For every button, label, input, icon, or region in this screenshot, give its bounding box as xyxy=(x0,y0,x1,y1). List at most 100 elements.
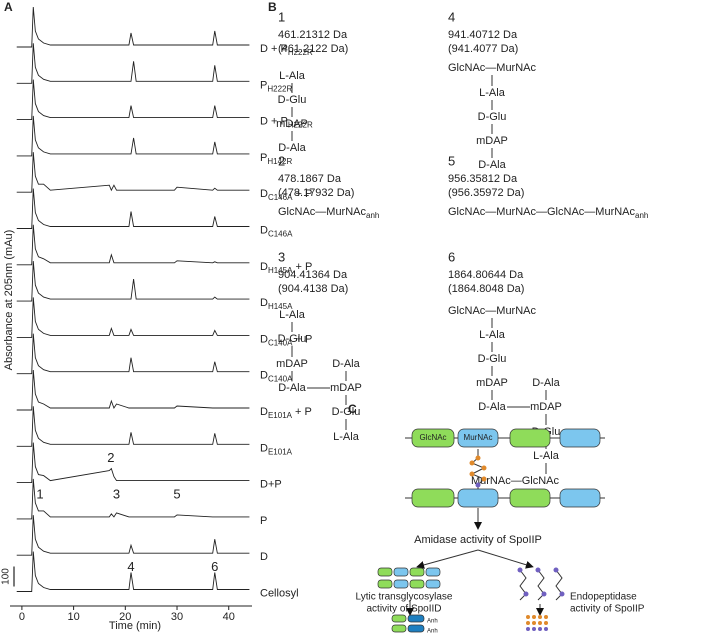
label-part: P xyxy=(260,79,267,91)
label-part: C140A xyxy=(268,375,293,384)
right-text: activity of SpoIIP xyxy=(570,604,645,615)
compound-number: 6 xyxy=(448,249,455,264)
label-part: C146A xyxy=(268,193,293,202)
label-part: C146A xyxy=(268,230,293,239)
label-part: P xyxy=(260,152,267,164)
label-part: H142R xyxy=(267,157,292,166)
label-part: + P xyxy=(292,261,312,273)
glcnac-box xyxy=(411,428,455,448)
compound-number: 2 xyxy=(278,153,285,168)
residue: MurNAc—GlcNAc xyxy=(471,475,560,487)
trace xyxy=(16,79,250,121)
residue: D-Glu xyxy=(478,353,507,365)
compound-theoretical-mass: (461.2122 Da) xyxy=(278,43,348,55)
trace xyxy=(16,442,250,484)
label-part: D xyxy=(260,224,268,236)
trace xyxy=(16,224,250,266)
left-text: Lytic transglycosylase xyxy=(356,592,453,603)
residue: mDAP xyxy=(476,377,508,389)
compound-mass: 1864.80644 Da xyxy=(448,269,524,281)
compound-theoretical-mass: (1864.8048 Da) xyxy=(448,283,524,295)
panel-c: C GlcNAc MurNAc Amidase activity of SpoI… xyxy=(348,402,645,634)
y-axis-label: Absorbance at 205nm (mAu) xyxy=(3,230,15,371)
x-tick-label: 10 xyxy=(67,611,79,623)
peak-label: 6 xyxy=(211,559,218,574)
murnac-box xyxy=(559,428,601,448)
label-part: D xyxy=(260,370,268,382)
residue: mDAP xyxy=(276,118,308,130)
label-part: H222R xyxy=(288,48,313,57)
trace-label: Cellosyl xyxy=(260,587,299,599)
compound-mass: 461.21312 Da xyxy=(278,29,348,41)
trace-label: DC146A xyxy=(260,224,293,238)
residue: L-Ala xyxy=(479,329,506,341)
trace-label: DC140A + P xyxy=(260,333,312,347)
label-part: D xyxy=(260,261,268,273)
trace-label: PH222R xyxy=(260,79,292,93)
x-tick-label: 0 xyxy=(19,611,25,623)
glcnac-box xyxy=(509,428,551,448)
panel-label: C xyxy=(348,402,357,416)
trace-label: P xyxy=(260,515,267,527)
amino-acids xyxy=(469,455,487,488)
residue: D-Ala xyxy=(278,142,306,154)
label-part: D + P xyxy=(260,116,288,128)
compound-number: 5 xyxy=(448,153,455,168)
subscript: anh xyxy=(635,211,648,220)
compound-mass: 478.1867 Da xyxy=(278,173,342,185)
residue: L-Ala xyxy=(333,431,360,443)
residue: D-Ala xyxy=(478,159,506,171)
residue: D-Glu xyxy=(278,94,307,106)
label-part: D xyxy=(260,297,268,309)
label-part: D xyxy=(260,188,268,200)
panel-label: A xyxy=(4,0,13,14)
compound-number: 4 xyxy=(448,9,455,24)
residue: D-Ala xyxy=(532,377,560,389)
label-part: H145A xyxy=(268,302,293,311)
compound-number: 3 xyxy=(278,249,285,264)
residue: mDAP xyxy=(330,382,362,394)
label-part: + P xyxy=(292,333,312,345)
trace xyxy=(16,333,250,375)
residue: D-Ala xyxy=(332,358,360,370)
label-part: D + P xyxy=(260,43,288,55)
scale-bar-label: 100 xyxy=(1,568,12,585)
trace-label: D+P xyxy=(260,479,282,491)
x-tick-label: 30 xyxy=(171,611,183,623)
compound-mass: 956.35812 Da xyxy=(448,173,518,185)
label-part: E101A xyxy=(268,411,293,420)
label-part: H145A xyxy=(268,266,293,275)
compound-theoretical-mass: (904.4138 Da) xyxy=(278,283,348,295)
box-label: GlcNAc xyxy=(419,433,446,442)
label-part: + P xyxy=(292,406,312,418)
label-part: + P xyxy=(292,188,312,200)
label-part: E101A xyxy=(268,447,293,456)
right-text: Endopeptidase xyxy=(570,592,637,603)
trace-label: PH142R xyxy=(260,152,292,166)
subscript: anh xyxy=(366,211,379,220)
label-part: Cellosyl xyxy=(260,587,299,599)
trace-label: DC140A xyxy=(260,370,293,384)
compound-mass: 941.40712 Da xyxy=(448,29,518,41)
residue: GlcNAc—MurNAcanh xyxy=(278,206,379,220)
label-part: D+P xyxy=(260,479,282,491)
residue: GlcNAc—MurNAc xyxy=(448,62,537,74)
trace xyxy=(16,369,250,411)
x-axis-label: Time (min) xyxy=(109,620,161,632)
compound-theoretical-mass: (941.4077 Da) xyxy=(448,43,518,55)
trace xyxy=(16,6,250,48)
compound-mass: 904.41364 Da xyxy=(278,269,348,281)
residue: GlcNAc—MurNAc xyxy=(448,305,537,317)
residue: L-Ala xyxy=(533,450,560,462)
label-part: D xyxy=(260,442,268,454)
arrow xyxy=(477,549,534,569)
trace-label: D + PH222R xyxy=(260,116,313,130)
murnac-box xyxy=(457,488,499,508)
trace-label: DE101A + P xyxy=(260,406,312,420)
murnac-box xyxy=(457,428,499,448)
residue: mDAP xyxy=(276,358,308,370)
trace-label: DH145A + P xyxy=(260,261,312,275)
panel-label: B xyxy=(268,0,277,14)
peak-label: 2 xyxy=(107,450,114,465)
